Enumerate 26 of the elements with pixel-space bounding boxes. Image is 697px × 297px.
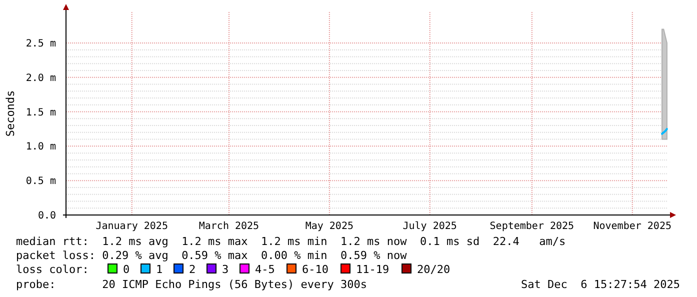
y-tick-label: 2.0 m: [26, 72, 56, 84]
text: median rtt: 1.2 ms avg 1.2 ms max 1.2 ms min 1.2 ms now 0.1 ms sd 22.4 am/s: [16, 235, 566, 248]
legend-title: loss color:: [16, 263, 89, 276]
y-tick-label: 2.5 m: [26, 38, 56, 50]
legend-label: 3: [222, 263, 229, 276]
x-tick-label: July 2025: [402, 221, 457, 232]
x-tick-label: March 2025: [198, 221, 260, 232]
legend-label: 1: [156, 263, 163, 276]
x-tick-label: September 2025: [490, 221, 574, 232]
y-tick-label: 0.5 m: [26, 176, 56, 188]
y-tick-label: 1.5 m: [26, 107, 56, 118]
y-tick-label: 0.0: [38, 210, 56, 222]
x-tick-label: January 2025: [96, 221, 168, 232]
y-tick-label: 1.0 m: [26, 142, 56, 153]
text: probe: 20 ICMP Echo Pings (56 Bytes) every 300s: [16, 278, 367, 291]
legend-label: 2: [189, 263, 196, 276]
text: Sat Dec 6 15:27:54 2025: [521, 278, 680, 291]
legend-label: 6-10: [302, 263, 328, 276]
y-axis-title: Seconds: [4, 90, 17, 137]
x-tick-label: May 2025: [305, 221, 354, 232]
legend-label: 11-19: [356, 263, 390, 276]
legend-label: 4-5: [255, 263, 275, 276]
text: packet loss: 0.29 % avg 0.59 % max 0.00 % min 0.59 % now: [16, 249, 408, 262]
legend-label: 0: [123, 263, 130, 276]
legend-label: 20/20: [417, 263, 450, 276]
x-tick-label: November 2025: [593, 221, 672, 232]
